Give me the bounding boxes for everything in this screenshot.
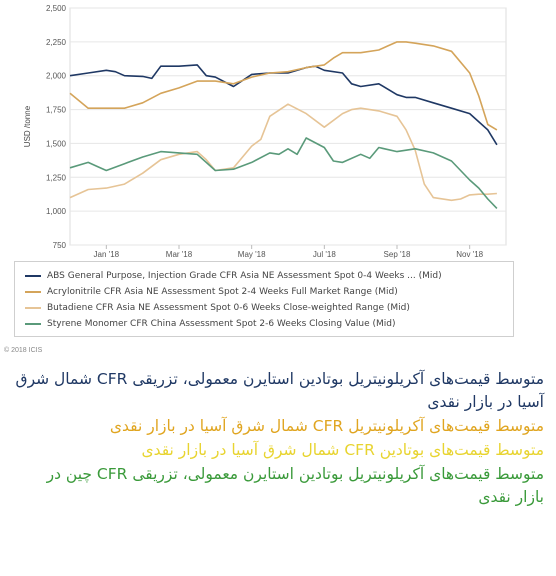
legend-item-styrene[interactable]: Styrene Monomer CFR China Assessment Spo… — [25, 316, 513, 332]
x-tick-label: Mar '18 — [166, 250, 193, 259]
plot-frame — [69, 7, 507, 246]
legend-swatch-abs — [25, 275, 41, 277]
x-tick-label: Sep '18 — [384, 250, 411, 259]
caption-abs: متوسط قیمت‌های آکریلونیتریل بوتادین استا… — [15, 370, 544, 411]
legend-label-butadiene: Butadiene CFR Asia NE Assessment Spot 0-… — [47, 303, 410, 313]
caption-styrene: متوسط قیمت‌های آکریلونیتریل بوتادین استا… — [46, 465, 544, 506]
y-tick-label: 2,000 — [46, 72, 67, 81]
legend-swatch-butadiene — [25, 307, 41, 309]
legend-item-acrylonitrile[interactable]: Acrylonitrile CFR Asia NE Assessment Spo… — [25, 284, 513, 300]
caption-acrylonitrile: متوسط قیمت‌های آکریلونیتریل CFR شمال شرق… — [109, 417, 544, 435]
x-tick-label: May '18 — [238, 250, 266, 259]
legend-label-acrylonitrile: Acrylonitrile CFR Asia NE Assessment Spo… — [47, 287, 398, 297]
chart-grid — [69, 7, 507, 246]
y-tick-label: 2,500 — [46, 4, 67, 13]
y-tick-label: 750 — [53, 241, 67, 250]
y-tick-label: 1,000 — [46, 207, 67, 216]
legend-item-butadiene[interactable]: Butadiene CFR Asia NE Assessment Spot 0-… — [25, 300, 513, 316]
line-chart: 750 1,000 1,250 1,500 1,750 2,000 2,250 2,500 J… — [23, 4, 507, 259]
legend-item-abs[interactable]: ABS General Purpose, Injection Grade CFR… — [25, 268, 513, 284]
legend-label-abs: ABS General Purpose, Injection Grade CFR… — [47, 271, 442, 281]
persian-captions: متوسط قیمت‌های آکریلونیتریل بوتادین استا… — [14, 368, 544, 510]
series-line-butadiene[interactable] — [69, 103, 497, 202]
y-tick-label: 1,250 — [46, 173, 67, 182]
y-axis: 750 1,000 1,250 1,500 1,750 2,000 2,250 2,500 — [46, 4, 67, 250]
series-line-acrylonitrile[interactable] — [69, 41, 498, 131]
x-axis: Jan '18 Mar '18 May '18 Jul '18 Sep '18 Nov '… — [94, 245, 484, 259]
legend-swatch-acrylonitrile — [25, 291, 41, 293]
series-line-styrene[interactable] — [69, 137, 498, 209]
x-tick-label: Jul '18 — [313, 250, 336, 259]
legend-label-styrene: Styrene Monomer CFR China Assessment Spo… — [47, 319, 396, 329]
series-line-abs[interactable] — [69, 64, 498, 146]
x-tick-label: Jan '18 — [94, 250, 120, 259]
x-tick-label: Nov '18 — [456, 250, 483, 259]
chart-series — [69, 41, 498, 209]
chart-legend: ABS General Purpose, Injection Grade CFR… — [14, 261, 514, 337]
caption-butadiene: متوسط قیمت‌های بوتادین CFR شمال شرق آسیا… — [141, 441, 544, 459]
y-axis-label: USD /tonne — [23, 105, 32, 147]
y-tick-label: 2,250 — [46, 38, 67, 47]
y-tick-label: 1,500 — [46, 139, 67, 148]
y-tick-label: 1,750 — [46, 106, 67, 115]
copyright-text: © 2018 ICIS — [4, 347, 43, 354]
legend-swatch-styrene — [25, 323, 41, 325]
